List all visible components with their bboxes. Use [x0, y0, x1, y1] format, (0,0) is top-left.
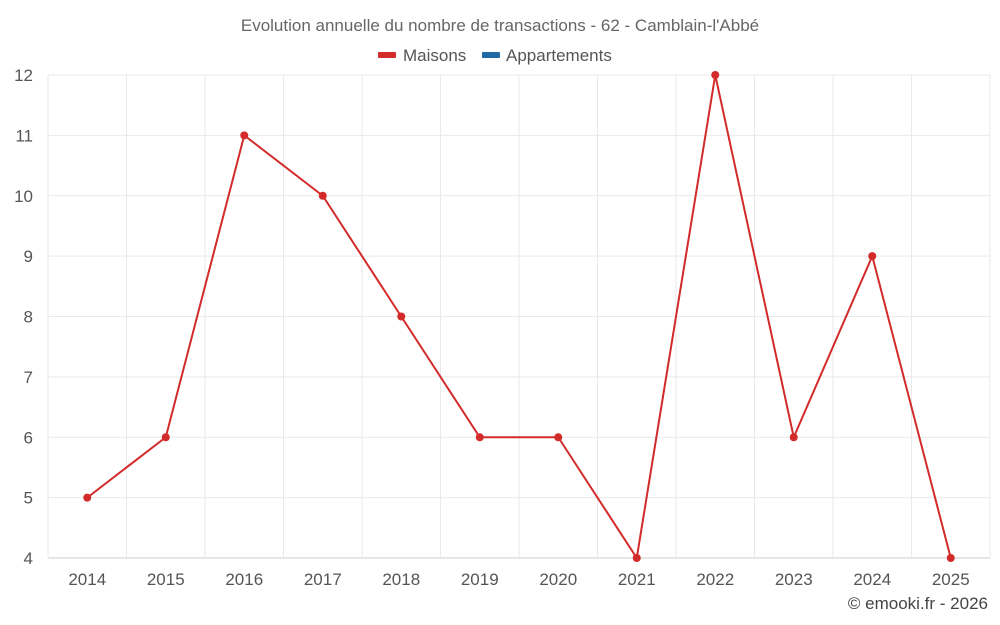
data-point[interactable] [475, 433, 484, 442]
legend-swatch-appartements[interactable] [482, 52, 500, 58]
x-tick-label: 2014 [68, 570, 106, 589]
data-point[interactable] [83, 493, 92, 502]
data-point[interactable] [868, 252, 877, 261]
chart-title: Evolution annuelle du nombre de transact… [241, 16, 759, 35]
x-tick-label: 2024 [853, 570, 891, 589]
y-tick-label: 11 [15, 126, 33, 145]
y-axis-ticks: 4 5 6 7 8 9 10 11 12 [14, 66, 33, 568]
legend-label-appartements[interactable]: Appartements [506, 46, 612, 65]
x-tick-label: 2023 [775, 570, 813, 589]
x-tick-label: 2022 [696, 570, 734, 589]
credit-text: © emooki.fr - 2026 [848, 594, 988, 613]
data-point[interactable] [554, 433, 563, 442]
x-tick-label: 2021 [618, 570, 656, 589]
series-line-maisons [86, 74, 952, 559]
y-tick-label: 9 [24, 247, 33, 266]
x-axis-ticks: 2014 2015 2016 2017 2018 2019 2020 2021 2022 2023… [68, 570, 969, 589]
x-tick-label: 2020 [539, 570, 577, 589]
legend-label-maisons[interactable]: Maisons [403, 46, 466, 65]
series-group [83, 71, 955, 562]
x-tick-label: 2015 [147, 570, 185, 589]
data-point[interactable] [240, 131, 249, 140]
data-point[interactable] [632, 554, 641, 562]
y-tick-label: 10 [14, 187, 33, 206]
y-tick-label: 6 [24, 428, 33, 447]
data-point[interactable] [789, 433, 798, 442]
legend: Maisons Appartements [378, 46, 612, 65]
data-point[interactable] [397, 312, 406, 321]
y-tick-label: 4 [24, 549, 33, 568]
y-tick-label: 12 [14, 66, 33, 85]
x-tick-label: 2025 [932, 570, 970, 589]
legend-swatch-maisons[interactable] [378, 52, 396, 58]
y-tick-label: 8 [24, 308, 33, 327]
data-point[interactable] [161, 433, 170, 442]
x-tick-label: 2019 [461, 570, 499, 589]
x-tick-label: 2017 [304, 570, 342, 589]
x-tick-label: 2018 [382, 570, 420, 589]
y-tick-label: 5 [24, 489, 33, 508]
y-tick-label: 7 [24, 368, 33, 387]
data-point[interactable] [318, 191, 327, 200]
data-point[interactable] [711, 71, 720, 79]
x-tick-label: 2016 [225, 570, 263, 589]
data-point[interactable] [946, 554, 955, 562]
